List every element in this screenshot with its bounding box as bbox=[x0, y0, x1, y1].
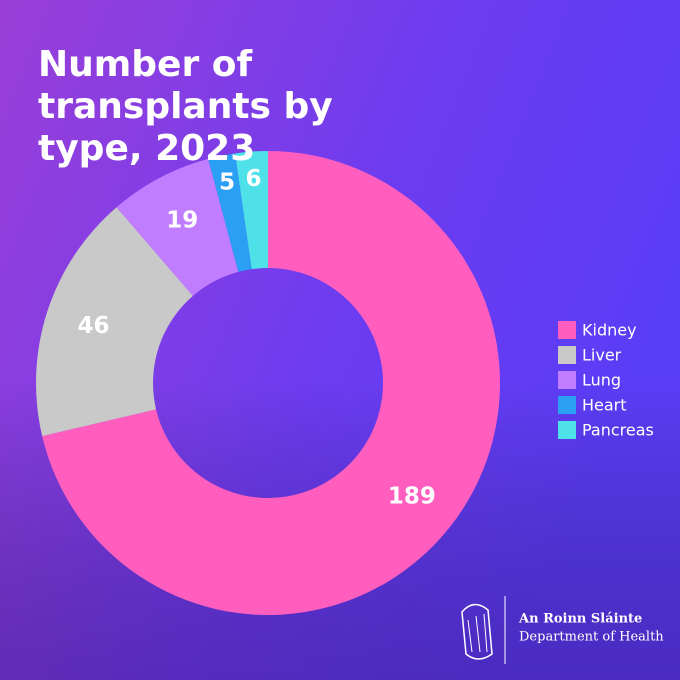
org-name-irish: An Roinn Sláinte bbox=[518, 612, 642, 627]
legend-label: Heart bbox=[582, 396, 627, 415]
donut-slice bbox=[36, 207, 193, 437]
legend-swatch bbox=[558, 396, 576, 414]
data-label: 19 bbox=[166, 207, 198, 233]
legend-label: Pancreas bbox=[582, 421, 654, 440]
legend-label: Liver bbox=[582, 346, 622, 365]
harp-icon bbox=[483, 613, 488, 653]
donut-slice bbox=[208, 153, 252, 272]
legend-label: Kidney bbox=[582, 321, 637, 340]
harp-icon bbox=[467, 619, 473, 653]
legend-label: Lung bbox=[582, 371, 621, 390]
harp-icon bbox=[461, 603, 493, 660]
donut-slice bbox=[235, 151, 268, 270]
harp-icon bbox=[475, 615, 481, 653]
org-name-english: Department of Health bbox=[519, 630, 664, 645]
data-label: 6 bbox=[245, 166, 261, 192]
legend-swatch bbox=[558, 421, 576, 439]
chart-title: Number of transplants by type, 2023 bbox=[38, 44, 333, 169]
donut-slice bbox=[116, 158, 239, 296]
donut-slice bbox=[42, 151, 501, 615]
legend-swatch bbox=[558, 321, 576, 339]
data-label: 189 bbox=[388, 483, 436, 509]
logo: An Roinn Sláinte Department of Health bbox=[461, 596, 664, 664]
data-label: 46 bbox=[77, 313, 109, 339]
legend-swatch bbox=[558, 371, 576, 389]
legend-swatch bbox=[558, 346, 576, 364]
data-label: 5 bbox=[219, 170, 235, 196]
